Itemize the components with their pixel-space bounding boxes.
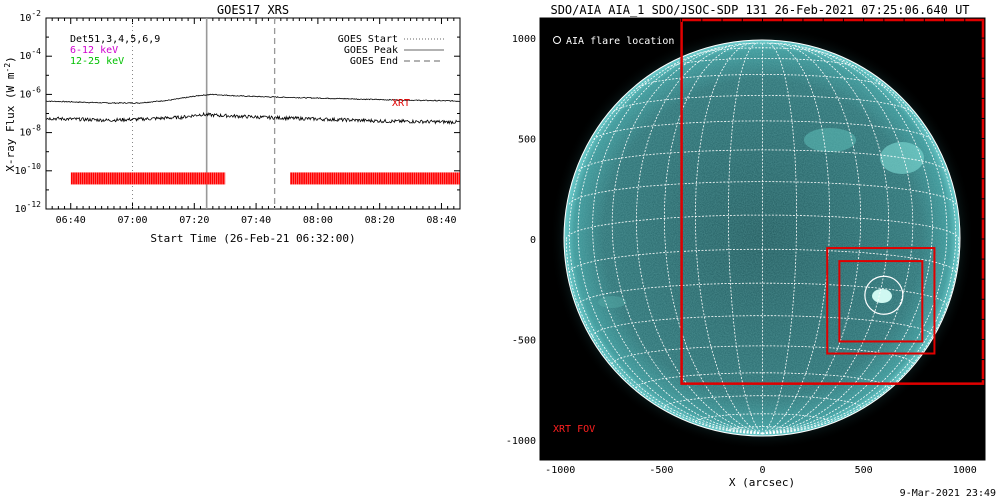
x-tick-label: 08:40 — [426, 215, 456, 226]
latitude-line — [612, 95, 913, 113]
disk-texture — [564, 40, 960, 436]
y-tick-label: 10-6 — [19, 85, 41, 100]
aia-x-axis-label: X (arcsec) — [729, 476, 795, 489]
xrt-coverage-segment — [290, 172, 460, 185]
latitude-line — [593, 120, 932, 140]
longitude-line — [762, 43, 862, 435]
detector-label: Det51,3,4,5,6,9 — [70, 34, 160, 45]
legend-label: GOES End — [350, 56, 398, 67]
high-energy-label: 12-25 keV — [70, 56, 124, 67]
y-tick-label: 10-12 — [15, 200, 42, 215]
goes-series-short — [46, 111, 460, 125]
aia-x-axis: -1000 -500 0 500 1000 — [545, 18, 977, 476]
y-tick-label: -500 — [512, 335, 536, 346]
x-tick-label: 06:40 — [56, 215, 86, 226]
latitude-line — [611, 345, 914, 365]
flare-location-marker — [864, 275, 904, 315]
longitude-line — [762, 43, 890, 435]
x-tick-label: 07:40 — [241, 215, 271, 226]
longitude-line — [762, 42, 830, 435]
xrt-fov-box — [680, 18, 985, 385]
goes-y-axis: 10-2 10-4 10-6 10-8 10-10 10-12 — [15, 9, 460, 215]
y-tick-label: 10-2 — [19, 9, 41, 24]
longitude-line — [727, 42, 763, 435]
latitude-line — [738, 42, 787, 45]
longitude-line — [635, 43, 763, 435]
x-tick-label: 07:00 — [117, 215, 147, 226]
goes-x-axis-label: Start Time (26-Feb-21 06:32:00) — [150, 232, 355, 245]
y-tick-label: 0 — [530, 235, 536, 246]
x-tick-label: 500 — [855, 465, 873, 476]
longitude-line — [565, 238, 763, 435]
flare-kernel — [872, 289, 892, 303]
active-region-west — [598, 296, 626, 308]
aia-legend-text: AIA flare location — [566, 36, 674, 47]
goes-y-axis-label: X-ray Flux (W m-2) — [3, 56, 17, 172]
longitude-line — [663, 43, 763, 435]
legend-label: GOES Peak — [344, 45, 398, 56]
xrt-fov-label: XRT FOV — [553, 424, 595, 435]
y-tick-label: 500 — [518, 135, 536, 146]
footer-date: 9-Mar-2021 23:49 — [900, 488, 996, 499]
goes-series-long — [46, 93, 460, 104]
longitude-line — [762, 42, 798, 435]
longitude-line — [762, 44, 914, 435]
goes-chart-title: GOES17 XRS — [217, 3, 289, 17]
low-energy-label: 6-12 keV — [70, 45, 118, 56]
active-region-north — [804, 128, 856, 152]
x-tick-label: 08:20 — [365, 215, 395, 226]
longitude-line — [762, 46, 933, 435]
xrt-pointing-box — [826, 247, 936, 355]
goes-x-axis: 06:40 07:00 07:20 07:40 08:00 08:20 08:40 — [45, 18, 461, 226]
xrt-coverage-bars — [70, 172, 460, 185]
y-tick-label: -1000 — [506, 436, 536, 447]
xrt-label: XRT — [392, 98, 410, 109]
heliographic-grid — [565, 42, 960, 435]
longitude-line — [762, 52, 948, 435]
x-tick-label: -1000 — [545, 465, 575, 476]
y-tick-label: 10-10 — [15, 162, 42, 177]
x-tick-label: 08:00 — [303, 215, 333, 226]
longitude-line — [577, 52, 763, 435]
xrt-coverage-segment — [70, 172, 226, 185]
longitude-line — [695, 42, 763, 435]
aia-y-axis: 1000 500 0 -500 -1000 — [506, 34, 985, 447]
longitude-line — [611, 44, 763, 435]
legend-circle-icon — [553, 36, 561, 44]
goes-series-group — [46, 93, 460, 125]
xrt-pointing-box — [838, 260, 924, 343]
y-tick-label: 10-8 — [19, 124, 41, 139]
x-tick-label: 1000 — [953, 465, 977, 476]
aia-image-title: SDO/AIA AIA_1 SDO/JSOC-SDP 131 26-Feb-20… — [550, 3, 969, 17]
x-tick-label: 0 — [759, 465, 765, 476]
aia-image-panel: SDO/AIA AIA_1 SDO/JSOC-SDP 131 26-Feb-20… — [506, 3, 986, 489]
x-tick-label: -500 — [649, 465, 673, 476]
longitude-line — [568, 78, 763, 435]
x-tick-label: 07:20 — [179, 215, 209, 226]
y-tick-label: 1000 — [512, 34, 536, 45]
longitude-line — [762, 78, 957, 435]
goes-chart: GOES17 XRS 10-2 10-4 10-6 10-8 10-10 10-12 06… — [3, 3, 461, 245]
longitude-line — [762, 238, 960, 435]
xrt-fov-boxes — [680, 18, 985, 385]
longitude-line — [592, 46, 763, 435]
legend-label: GOES Start — [338, 34, 398, 45]
y-tick-label: 10-4 — [19, 47, 41, 62]
solar-limb — [563, 39, 961, 437]
